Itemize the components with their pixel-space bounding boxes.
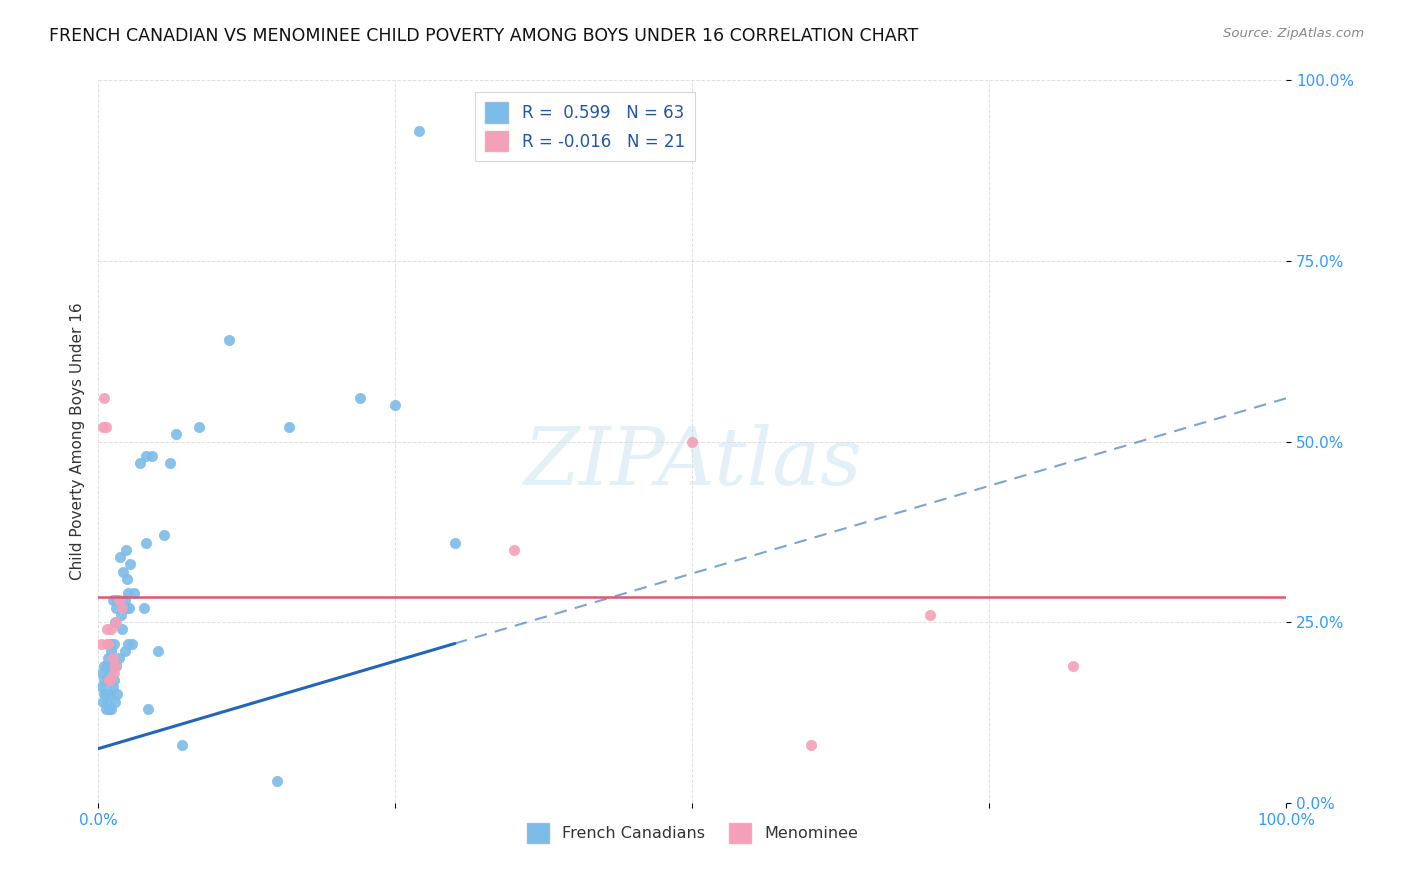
Point: [114, 593, 136, 607]
Point: [98, 687, 121, 701]
Point: [117, 637, 139, 651]
Point: [117, 586, 139, 600]
Point: [218, 334, 240, 348]
Point: [97, 651, 120, 665]
Point: [277, 420, 299, 434]
Point: [120, 558, 142, 572]
Point: [118, 600, 141, 615]
Point: [100, 644, 122, 658]
Point: [170, 738, 193, 752]
Point: [681, 434, 703, 449]
Point: [141, 449, 163, 463]
Point: [408, 124, 430, 138]
Point: [100, 623, 122, 637]
Text: Source: ZipAtlas.com: Source: ZipAtlas.com: [1223, 27, 1364, 40]
Point: [114, 542, 136, 557]
Point: [266, 774, 288, 789]
Point: [98, 665, 121, 680]
Point: [98, 673, 121, 687]
Point: [146, 644, 169, 658]
Point: [104, 695, 127, 709]
Point: [132, 600, 155, 615]
Point: [107, 593, 129, 607]
Point: [920, 607, 942, 622]
Point: [100, 702, 122, 716]
Point: [105, 615, 128, 630]
Text: FRENCH CANADIAN VS MENOMINEE CHILD POVERTY AMONG BOYS UNDER 16 CORRELATION CHART: FRENCH CANADIAN VS MENOMINEE CHILD POVER…: [49, 27, 918, 45]
Point: [96, 637, 118, 651]
Point: [122, 586, 145, 600]
Point: [94, 687, 117, 701]
Point: [107, 651, 129, 665]
Point: [91, 680, 114, 694]
Point: [444, 535, 467, 549]
Point: [93, 391, 115, 405]
Legend: French Canadians, Menominee: French Canadians, Menominee: [520, 817, 865, 849]
Point: [97, 673, 120, 687]
Point: [98, 702, 121, 716]
Point: [136, 702, 159, 716]
Point: [152, 528, 174, 542]
Point: [97, 637, 120, 651]
Point: [110, 607, 132, 622]
Point: [159, 456, 181, 470]
Point: [93, 687, 115, 701]
Point: [349, 391, 371, 405]
Point: [101, 680, 124, 694]
Point: [94, 702, 117, 716]
Point: [384, 398, 406, 412]
Point: [94, 420, 117, 434]
Text: ZIPAtlas: ZIPAtlas: [523, 425, 862, 502]
Point: [800, 738, 823, 752]
Point: [105, 600, 128, 615]
Point: [107, 593, 129, 607]
Point: [135, 535, 157, 549]
Point: [104, 658, 127, 673]
Y-axis label: Child Poverty Among Boys Under 16: Child Poverty Among Boys Under 16: [69, 302, 84, 581]
Point: [188, 420, 211, 434]
Point: [111, 623, 134, 637]
Point: [91, 665, 114, 680]
Point: [111, 600, 134, 615]
Point: [165, 427, 187, 442]
Point: [114, 644, 136, 658]
Point: [135, 449, 157, 463]
Point: [1062, 658, 1084, 673]
Point: [115, 572, 138, 586]
Point: [91, 420, 114, 434]
Point: [104, 615, 127, 630]
Point: [114, 600, 136, 615]
Point: [107, 687, 129, 701]
Point: [103, 673, 125, 687]
Point: [93, 673, 115, 687]
Point: [121, 637, 143, 651]
Point: [96, 658, 118, 673]
Point: [101, 651, 124, 665]
Point: [96, 695, 118, 709]
Point: [108, 550, 131, 565]
Point: [101, 593, 124, 607]
Point: [129, 456, 152, 470]
Point: [105, 658, 128, 673]
Point: [98, 637, 121, 651]
Point: [103, 637, 125, 651]
Point: [503, 542, 526, 557]
Point: [93, 658, 115, 673]
Point: [98, 673, 121, 687]
Point: [112, 565, 135, 579]
Point: [90, 637, 112, 651]
Point: [103, 665, 125, 680]
Point: [91, 695, 114, 709]
Point: [96, 623, 118, 637]
